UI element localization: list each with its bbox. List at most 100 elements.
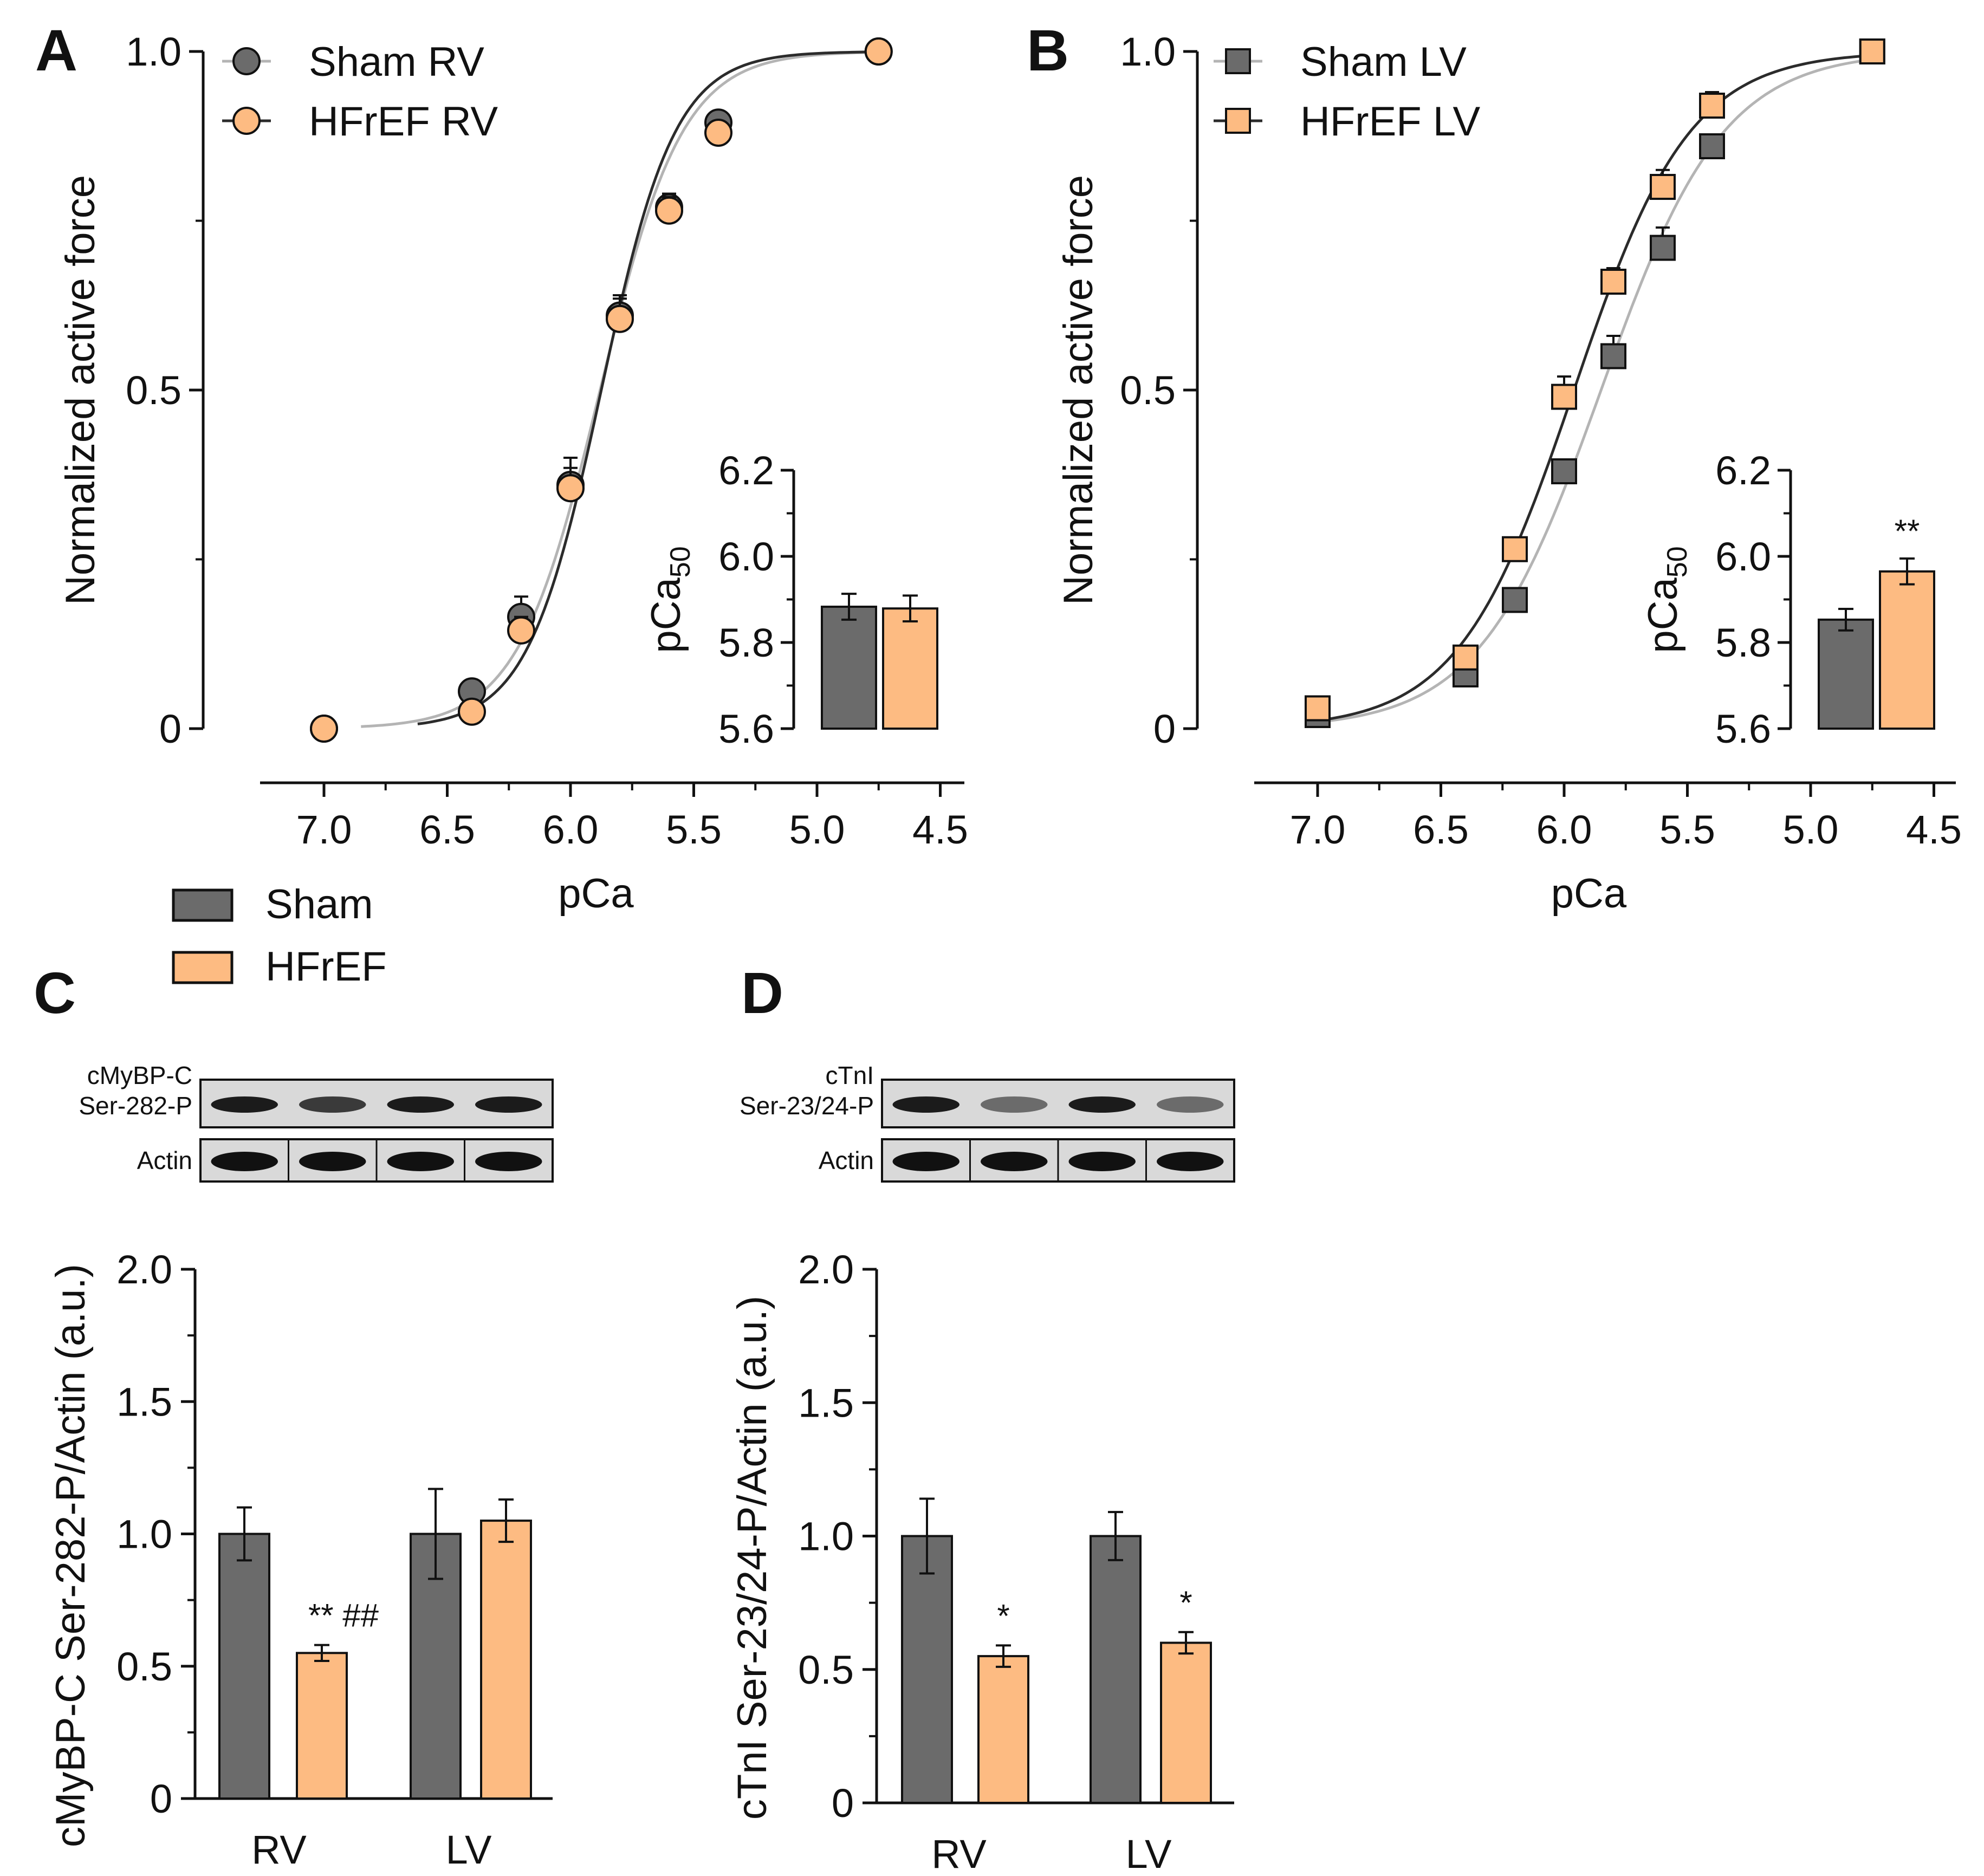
blot-band <box>1068 1096 1136 1113</box>
x-tick-label: 5.0 <box>789 807 845 852</box>
inset-bar-sham <box>821 606 877 730</box>
data-point <box>1699 93 1725 119</box>
bar-hfref <box>977 1655 1029 1804</box>
data-point <box>1650 174 1676 200</box>
inset-y-axis-label-main: pCa <box>1640 577 1686 653</box>
x-tick-label: 4.5 <box>912 807 968 852</box>
bar-error <box>919 1497 935 1575</box>
group-legend-label: Sham <box>265 881 373 927</box>
inset-y-tick-label: 5.8 <box>1715 620 1771 665</box>
data-point <box>655 196 683 225</box>
blot-row-label: Ser-282-P <box>79 1092 192 1120</box>
blot-band <box>387 1152 454 1171</box>
y-tick-label: 1.5 <box>116 1379 172 1424</box>
western-blot: cMyBP-C Ser-282-P Actin <box>79 1061 554 1183</box>
blot-band <box>475 1152 542 1171</box>
x-tick-label: 5.5 <box>1659 807 1715 852</box>
group-legend: Sham HFrEF <box>172 881 387 990</box>
legend-marker <box>1225 48 1251 74</box>
y-tick-label: 1.0 <box>1120 29 1176 74</box>
y-tick-label: 0 <box>1153 706 1176 751</box>
inset-y-axis-label-subscript: 50 <box>665 546 696 577</box>
x-tick-label: 6.5 <box>1413 807 1469 852</box>
x-category-label: RV <box>251 1827 307 1872</box>
legend-marker <box>1225 108 1251 134</box>
inset-bar-error <box>1899 557 1915 586</box>
data-point <box>1650 235 1676 261</box>
fit-curve-hfref <box>417 50 879 725</box>
inset-y-axis-label: pCa50 <box>1640 546 1693 653</box>
y-tick-label: 1.0 <box>126 29 181 74</box>
inset-y-tick-label: 6.0 <box>1715 534 1771 579</box>
data-point <box>704 119 732 147</box>
bar-hfref <box>1160 1641 1212 1804</box>
bar-sham <box>1090 1535 1142 1804</box>
data-point <box>1305 695 1331 722</box>
inset-bar-sham <box>1818 618 1874 730</box>
data-point <box>1699 133 1725 159</box>
blot-band <box>299 1152 366 1171</box>
x-category-label: LV <box>1125 1832 1172 1876</box>
inset-bar-error <box>903 594 918 623</box>
x-tick-label: 6.0 <box>543 807 599 852</box>
panel-letter-d: D <box>741 960 783 1025</box>
blot-band <box>1157 1096 1224 1113</box>
y-tick-label: 1.0 <box>116 1512 172 1557</box>
data-point <box>458 697 486 726</box>
x-tick-label: 7.0 <box>1290 807 1346 852</box>
legend-label: HFrEF RV <box>309 99 498 145</box>
y-tick-label: 0.5 <box>798 1647 854 1692</box>
data-point <box>310 715 338 743</box>
bar-error <box>428 1488 443 1580</box>
blot-row-label: cTnI <box>826 1061 874 1089</box>
blot-band <box>475 1096 542 1113</box>
blot-row-label: Actin <box>137 1146 192 1174</box>
data-point <box>1859 38 1885 64</box>
bar-hfref <box>480 1520 532 1800</box>
data-point <box>606 304 634 333</box>
x-tick-label: 4.5 <box>1906 807 1962 852</box>
data-point <box>556 474 585 503</box>
bar-error <box>498 1498 514 1543</box>
data-point <box>1502 536 1528 562</box>
bar-sham <box>218 1533 270 1800</box>
x-tick-label: 5.0 <box>1783 807 1839 852</box>
data-point <box>1502 587 1528 613</box>
fit-curve-sham <box>361 50 879 728</box>
blot-band <box>892 1096 959 1113</box>
y-axis-label: Normalized active force <box>1055 175 1101 605</box>
inset-y-tick-label: 5.8 <box>718 620 774 665</box>
data-point <box>1453 644 1479 671</box>
data-point <box>1551 458 1577 484</box>
blot-row-label: Actin <box>819 1146 874 1174</box>
significance-marker: ** ## <box>308 1598 379 1634</box>
x-axis-label: pCa <box>1551 871 1627 917</box>
blot-band <box>211 1096 278 1113</box>
legend-label: Sham RV <box>309 39 484 85</box>
x-tick-label: 7.0 <box>296 807 352 852</box>
significance-marker: * <box>1179 1585 1192 1621</box>
blot-row-label: cMyBP-C <box>87 1061 192 1089</box>
y-tick-label: 0.5 <box>1120 368 1176 413</box>
legend-marker <box>232 107 261 135</box>
y-tick-label: 2.0 <box>116 1247 172 1292</box>
inset-bar-error <box>1838 607 1853 632</box>
inset-pca50-chart: 5.6 5.8 6.0 6.2 pCa50 <box>643 448 938 751</box>
y-tick-label: 1.0 <box>798 1514 854 1559</box>
inset-significance-marker: ** <box>1895 513 1920 549</box>
y-tick-label: 2.0 <box>798 1247 854 1292</box>
blot-band <box>299 1096 366 1113</box>
inset-bar-hfref <box>1879 570 1935 730</box>
legend-marker <box>232 47 261 75</box>
data-point <box>507 616 535 645</box>
data-point <box>1551 384 1577 410</box>
panel-letter-c: C <box>34 960 76 1025</box>
group-legend-swatch <box>172 888 234 922</box>
inset-y-tick-label: 6.0 <box>718 534 774 579</box>
significance-marker: * <box>997 1598 1009 1634</box>
data-point <box>1600 269 1626 295</box>
bar-error <box>996 1644 1011 1668</box>
blot-band <box>1157 1152 1224 1171</box>
